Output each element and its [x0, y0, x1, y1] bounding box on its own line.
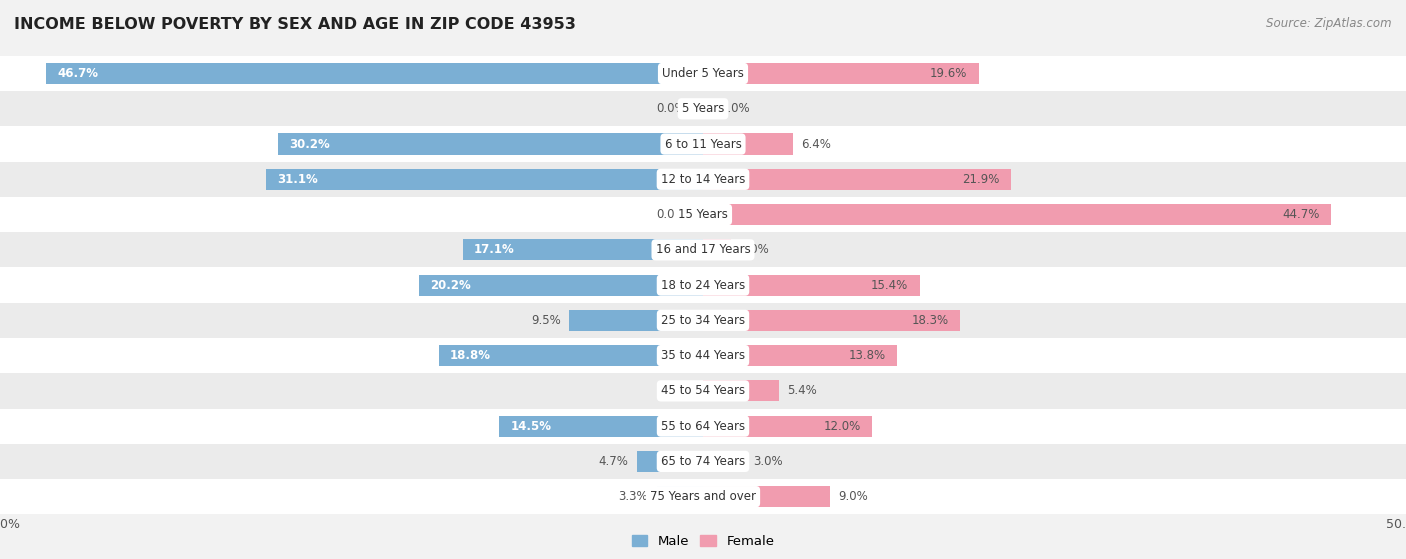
- Bar: [0, 162, 1406, 197]
- Text: 44.7%: 44.7%: [1282, 208, 1320, 221]
- Bar: [0, 338, 1406, 373]
- Text: 31.1%: 31.1%: [277, 173, 318, 186]
- Text: 46.7%: 46.7%: [58, 67, 98, 80]
- Text: 17.1%: 17.1%: [474, 243, 515, 257]
- Bar: [703, 239, 731, 260]
- Bar: [0, 91, 1406, 126]
- Bar: [46, 63, 703, 84]
- Bar: [0, 479, 1406, 514]
- Text: 15 Years: 15 Years: [678, 208, 728, 221]
- Bar: [0, 232, 1406, 267]
- Text: Under 5 Years: Under 5 Years: [662, 67, 744, 80]
- Bar: [0, 267, 1406, 303]
- Bar: [0, 56, 1406, 91]
- Legend: Male, Female: Male, Female: [626, 530, 780, 553]
- Text: 55 to 64 Years: 55 to 64 Years: [661, 420, 745, 433]
- Bar: [703, 134, 793, 155]
- Text: 0.0%: 0.0%: [657, 208, 686, 221]
- Text: 9.5%: 9.5%: [531, 314, 561, 327]
- Bar: [637, 451, 703, 472]
- Bar: [0, 303, 1406, 338]
- Bar: [463, 239, 703, 260]
- Text: 15.4%: 15.4%: [872, 278, 908, 292]
- Text: 3.3%: 3.3%: [619, 490, 648, 503]
- Text: 12.0%: 12.0%: [824, 420, 860, 433]
- Bar: [703, 486, 830, 507]
- Bar: [0, 373, 1406, 409]
- Text: 0.0%: 0.0%: [657, 102, 686, 115]
- Text: 5.4%: 5.4%: [787, 385, 817, 397]
- Bar: [439, 345, 703, 366]
- Bar: [0, 126, 1406, 162]
- Text: 2.0%: 2.0%: [740, 243, 769, 257]
- Text: 20.2%: 20.2%: [430, 278, 471, 292]
- Text: Source: ZipAtlas.com: Source: ZipAtlas.com: [1267, 17, 1392, 30]
- Text: 45 to 54 Years: 45 to 54 Years: [661, 385, 745, 397]
- Text: 18 to 24 Years: 18 to 24 Years: [661, 278, 745, 292]
- Text: 35 to 44 Years: 35 to 44 Years: [661, 349, 745, 362]
- Text: 25 to 34 Years: 25 to 34 Years: [661, 314, 745, 327]
- Bar: [703, 451, 745, 472]
- Text: 9.0%: 9.0%: [838, 490, 868, 503]
- Text: 13.8%: 13.8%: [849, 349, 886, 362]
- Text: 12 to 14 Years: 12 to 14 Years: [661, 173, 745, 186]
- Text: 18.3%: 18.3%: [912, 314, 949, 327]
- Bar: [0, 197, 1406, 232]
- Text: 0.0%: 0.0%: [657, 385, 686, 397]
- Bar: [703, 204, 1331, 225]
- Text: INCOME BELOW POVERTY BY SEX AND AGE IN ZIP CODE 43953: INCOME BELOW POVERTY BY SEX AND AGE IN Z…: [14, 17, 576, 32]
- Bar: [657, 486, 703, 507]
- Bar: [703, 380, 779, 401]
- Bar: [703, 274, 920, 296]
- Text: 30.2%: 30.2%: [290, 138, 330, 150]
- Text: 16 and 17 Years: 16 and 17 Years: [655, 243, 751, 257]
- Bar: [703, 63, 979, 84]
- Text: 3.0%: 3.0%: [754, 455, 783, 468]
- Text: 4.7%: 4.7%: [599, 455, 628, 468]
- Bar: [0, 444, 1406, 479]
- Bar: [278, 134, 703, 155]
- Bar: [419, 274, 703, 296]
- Bar: [569, 310, 703, 331]
- Text: 6.4%: 6.4%: [801, 138, 831, 150]
- Text: 6 to 11 Years: 6 to 11 Years: [665, 138, 741, 150]
- Text: 14.5%: 14.5%: [510, 420, 551, 433]
- Text: 0.0%: 0.0%: [720, 102, 749, 115]
- Bar: [0, 409, 1406, 444]
- Bar: [703, 169, 1011, 190]
- Text: 75 Years and over: 75 Years and over: [650, 490, 756, 503]
- Text: 65 to 74 Years: 65 to 74 Years: [661, 455, 745, 468]
- Text: 21.9%: 21.9%: [962, 173, 1000, 186]
- Bar: [266, 169, 703, 190]
- Text: 19.6%: 19.6%: [929, 67, 967, 80]
- Bar: [703, 415, 872, 437]
- Text: 5 Years: 5 Years: [682, 102, 724, 115]
- Text: 18.8%: 18.8%: [450, 349, 491, 362]
- Bar: [703, 310, 960, 331]
- Bar: [499, 415, 703, 437]
- Bar: [703, 345, 897, 366]
